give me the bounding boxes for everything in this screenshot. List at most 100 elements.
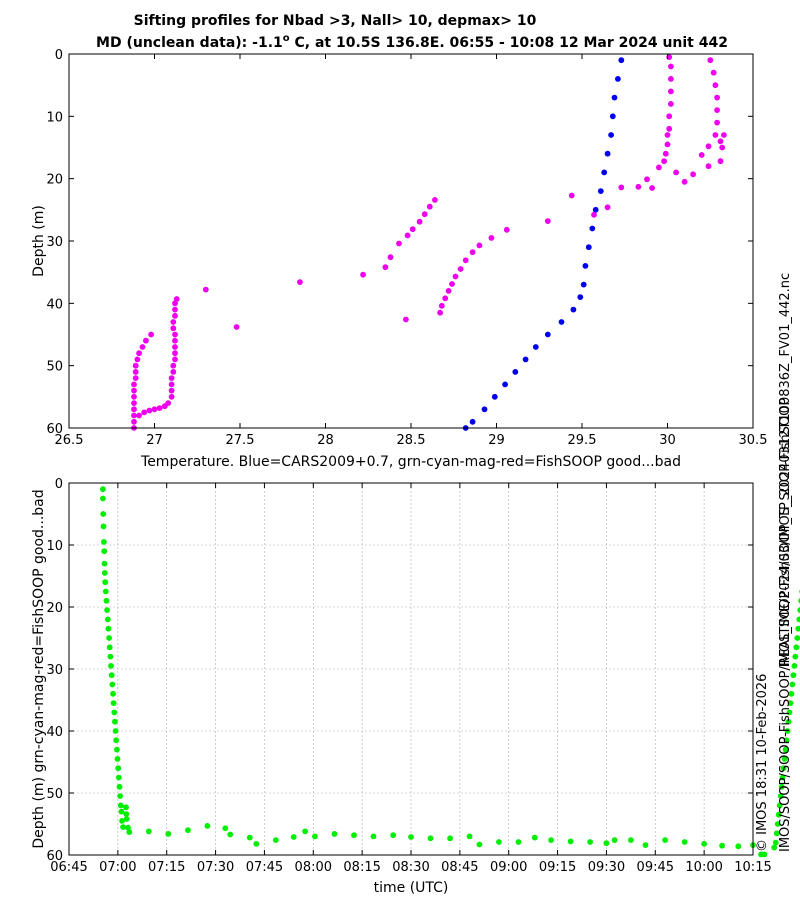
depth-time-point: [101, 548, 108, 555]
depth-time-point: [719, 842, 725, 849]
fishsoop-point: [165, 400, 172, 406]
plot1-marks: [131, 54, 727, 431]
depth-time-point: [771, 844, 778, 851]
cars-profile-point: [582, 263, 589, 269]
depth-time-point: [331, 831, 338, 837]
depth-time-point: [123, 816, 130, 822]
depth-time-point: [101, 570, 108, 576]
cars-profile-point: [618, 57, 625, 64]
fishsoop-point: [656, 164, 662, 171]
fishsoop-point: [131, 387, 137, 394]
fishsoop-point: [544, 218, 551, 225]
depth-time-point: [227, 831, 234, 838]
side-path: IMOS/SOOP/SOOP-FishSOOP/REALTIME/2024/03…: [778, 398, 793, 852]
side-copyright: © IMOS 18:31 10-Feb-2026: [755, 674, 770, 852]
fishsoop-point: [131, 418, 137, 425]
fishsoop-point: [591, 211, 597, 218]
depth-time-point: [794, 635, 800, 641]
depth-time-point: [272, 837, 279, 843]
fishsoop-point: [717, 138, 724, 145]
x-tick-label: 07:00: [99, 860, 136, 875]
fishsoop-point: [170, 362, 177, 369]
fishsoop-point: [168, 387, 175, 394]
depth-time-point: [796, 616, 800, 623]
fishsoop-point: [644, 176, 650, 183]
x-tick-label: 27: [146, 433, 163, 448]
plot2-xlabel: time (UTC): [374, 880, 449, 896]
cars-profile-point: [608, 132, 614, 138]
cars-profile-point: [609, 113, 616, 120]
cars-profile-point: [512, 369, 519, 375]
depth-time-point: [123, 804, 129, 811]
depth-time-point: [104, 616, 111, 623]
y-tick-label: 30: [46, 663, 63, 678]
depth-time-point: [787, 700, 794, 706]
depth-time-point: [793, 644, 800, 651]
depth-time-point: [786, 709, 793, 716]
fishsoop-point: [421, 211, 428, 218]
depth-time-point: [447, 835, 453, 842]
depth-time-point: [772, 839, 779, 846]
fishsoop-point: [172, 356, 178, 363]
depth-time-point: [222, 825, 229, 832]
fishsoop-point: [668, 63, 674, 70]
fishsoop-point: [476, 242, 483, 249]
depth-time-point: [780, 765, 787, 772]
x-tick-label: 09:00: [490, 860, 527, 875]
depth-time-point: [788, 690, 795, 697]
depth-time-point: [119, 818, 125, 824]
depth-time-point: [777, 793, 784, 799]
depth-time-point: [112, 718, 118, 725]
fishsoop-point: [712, 132, 719, 138]
depth-time-point: [123, 811, 130, 817]
fishsoop-point: [131, 406, 137, 413]
cars-profile-point: [615, 76, 621, 82]
fishsoop-point: [136, 412, 143, 419]
fishsoop-point: [202, 286, 209, 293]
fishsoop-point: [635, 183, 642, 190]
fishsoop-point: [170, 325, 177, 332]
depth-time-point: [100, 523, 107, 530]
fishsoop-point: [233, 324, 240, 330]
depth-time-point: [408, 834, 414, 840]
fishsoop-point: [173, 296, 180, 302]
depth-time-point: [773, 830, 780, 837]
plot2-ylabel: Depth (m) grn-cyan-mag-red=FishSOOP good…: [31, 489, 47, 848]
depth-time-point: [113, 737, 120, 744]
cars-profile-point: [522, 356, 529, 363]
x-tick-label: 08:15: [343, 860, 380, 875]
fishsoop-point: [426, 203, 433, 210]
fishsoop-point: [396, 240, 402, 247]
fishsoop-point: [469, 249, 476, 256]
fishsoop-point: [297, 279, 303, 285]
fishsoop-point: [721, 132, 727, 138]
y-tick-label: 10: [46, 539, 63, 554]
x-tick-label: 27.5: [226, 433, 255, 448]
x-tick-label: 30: [659, 433, 676, 448]
fishsoop-point: [445, 288, 452, 294]
fishsoop-point: [172, 344, 178, 350]
depth-time-point: [790, 672, 797, 679]
depth-time-point: [783, 737, 790, 744]
depth-time-point: [120, 824, 126, 830]
depth-time-point: [642, 842, 649, 848]
fishsoop-point: [668, 76, 674, 82]
depth-time-point: [587, 839, 593, 845]
fishsoop-point: [666, 125, 673, 132]
fishsoop-point: [705, 163, 712, 170]
cars-profile-point: [601, 169, 608, 176]
fishsoop-point: [714, 119, 720, 126]
cars-profile-point: [592, 206, 599, 213]
cars-profile-point: [558, 319, 565, 325]
depth-time-point: [628, 837, 634, 843]
fishsoop-point: [132, 362, 139, 369]
y-tick-label: 50: [46, 360, 63, 375]
depth-time-point: [427, 835, 434, 842]
fishsoop-point: [172, 312, 178, 319]
x-tick-label: 28: [317, 433, 334, 448]
cars-profile-point: [585, 244, 592, 251]
cars-profile-point: [481, 406, 488, 413]
depth-time-point: [117, 802, 124, 809]
depth-time-point: [102, 588, 109, 595]
cars-profile-point: [469, 418, 476, 425]
